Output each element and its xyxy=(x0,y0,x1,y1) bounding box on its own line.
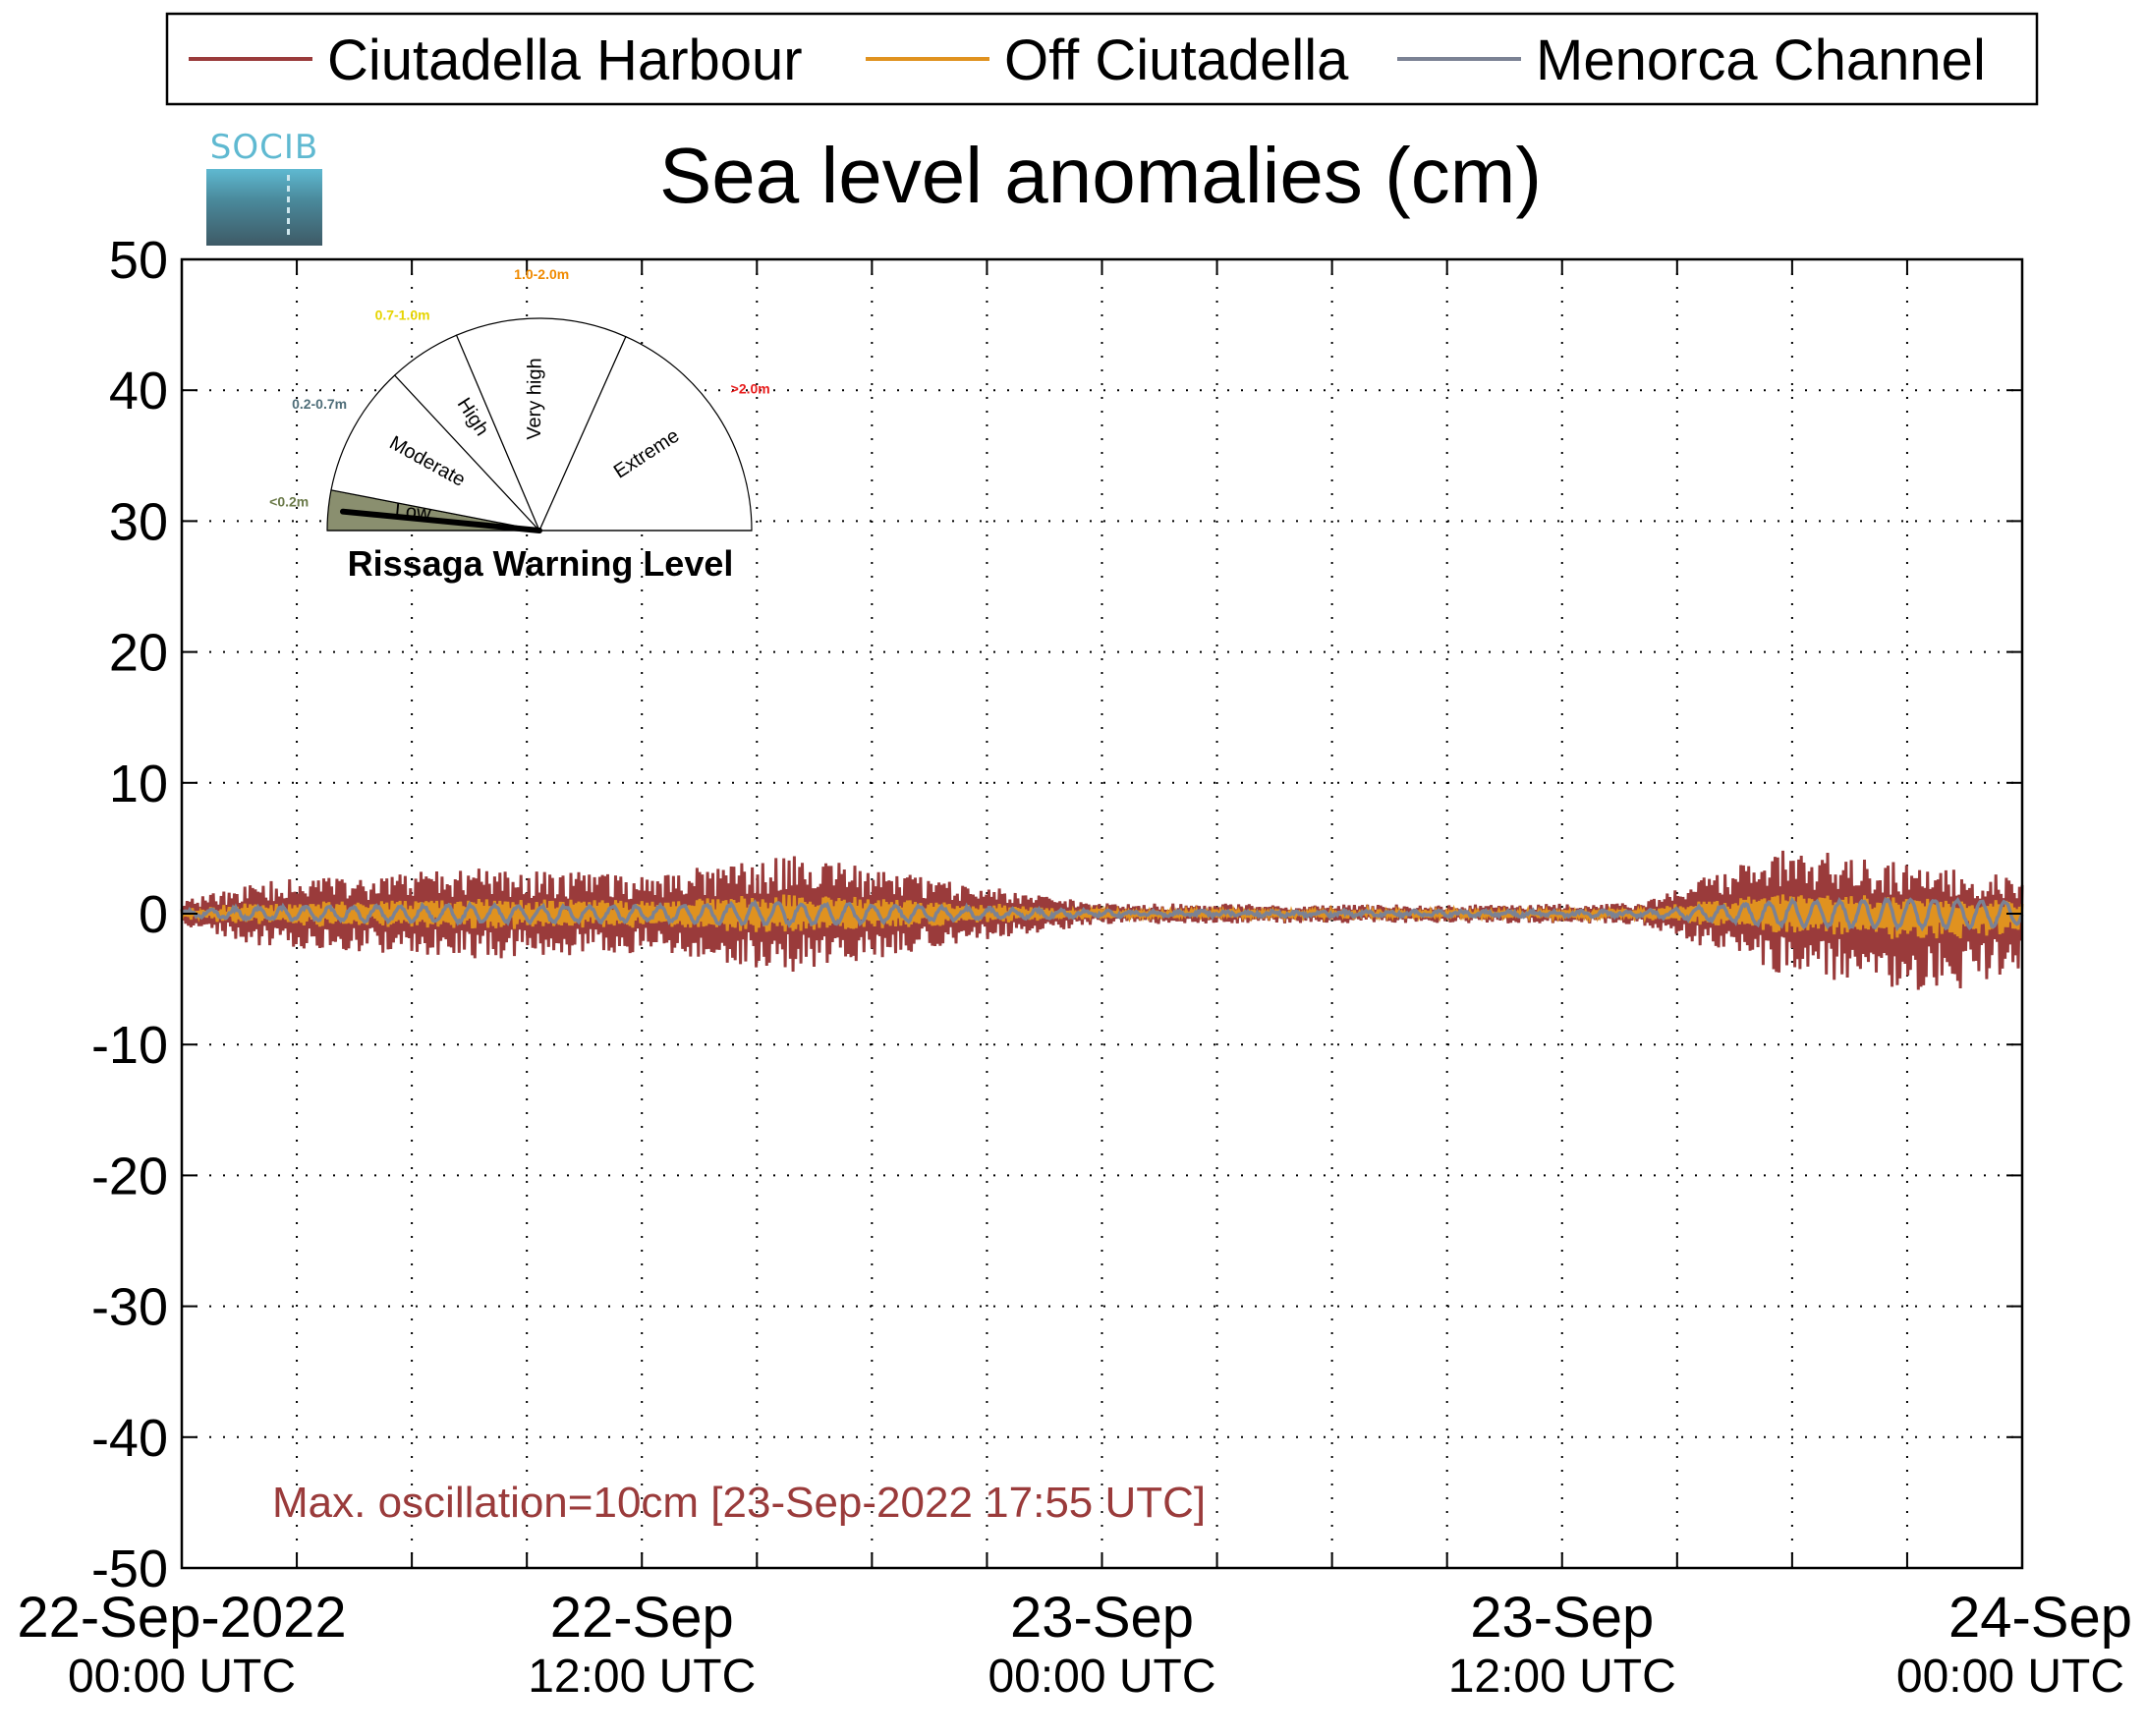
x-tick-label-date: 23-Sep xyxy=(1010,1586,1194,1650)
chart-title: Sea level anomalies (cm) xyxy=(659,132,1542,219)
y-tick-label: -40 xyxy=(91,1409,168,1468)
gauge-title: Rissaga Warning Level xyxy=(348,543,734,584)
x-tick-label-date: 22-Sep xyxy=(550,1586,734,1650)
y-tick-label: -10 xyxy=(91,1016,168,1075)
x-tick-label-date: 23-Sep xyxy=(1470,1586,1654,1650)
x-tick-label-date: 22-Sep-2022 xyxy=(17,1586,346,1650)
x-tick-label-time: 12:00 UTC xyxy=(528,1651,756,1703)
y-tick-label: 0 xyxy=(139,885,168,944)
gauge-range-label: 0.7-1.0m xyxy=(375,307,430,322)
socib-logo: SOCIB xyxy=(206,128,322,246)
legend: Ciutadella Harbour Off Ciutadella Menorc… xyxy=(165,12,2039,106)
legend-label-menorca-channel: Menorca Channel xyxy=(1536,28,1986,92)
series-line-menorca-channel xyxy=(180,896,2024,932)
x-tick-label-date: 24-Sep xyxy=(1948,1586,2132,1650)
y-tick-label: 50 xyxy=(109,231,168,290)
series-layer xyxy=(180,850,2024,990)
legend-label-ciutadella-harbour: Ciutadella Harbour xyxy=(327,28,803,92)
gauge-sector-very-high xyxy=(455,317,627,532)
gauge-range-label: <0.2m xyxy=(269,494,309,510)
gauge-sector-extreme xyxy=(538,335,753,532)
y-tick-label: 40 xyxy=(109,362,168,420)
legend-box xyxy=(165,12,2039,106)
x-tick-label-time: 00:00 UTC xyxy=(68,1651,296,1703)
y-axis: 50 40 30 20 10 0 -10 -20 -30 -40 -50 xyxy=(91,231,2022,1598)
y-tick-label: -50 xyxy=(91,1540,168,1598)
y-tick-label: 20 xyxy=(109,624,168,683)
gauge-sector-label: Very high xyxy=(524,358,546,440)
socib-logo-wave xyxy=(206,169,322,246)
y-tick-label: 30 xyxy=(109,492,168,551)
gauge-sector-moderate xyxy=(330,374,541,532)
x-tick-label-time: 00:00 UTC xyxy=(988,1651,1215,1703)
gauge-range-label: >2.0m xyxy=(731,381,770,397)
x-tick-label-time: 12:00 UTC xyxy=(1448,1651,1676,1703)
legend-label-off-ciutadella: Off Ciutadella xyxy=(1004,28,1349,92)
y-tick-label: -30 xyxy=(91,1278,168,1337)
socib-logo-text: SOCIB xyxy=(209,128,319,167)
gauge-needle xyxy=(340,508,542,533)
y-tick-label: 10 xyxy=(109,755,168,813)
y-tick-label: -20 xyxy=(91,1147,168,1205)
x-tick-label-time: 00:00 UTC xyxy=(1896,1651,2124,1703)
gauge-range-label: 1.0-2.0m xyxy=(514,266,569,282)
max-oscillation-annotation: Max. oscillation=10cm [23-Sep-2022 17:55… xyxy=(272,1479,1206,1527)
gauge-range-label: 0.2-0.7m xyxy=(292,396,347,412)
rissaga-warning-gauge: Rissaga Warning Level Low<0.2mModerate0.… xyxy=(269,266,770,584)
socib-logo-marker xyxy=(287,175,290,236)
